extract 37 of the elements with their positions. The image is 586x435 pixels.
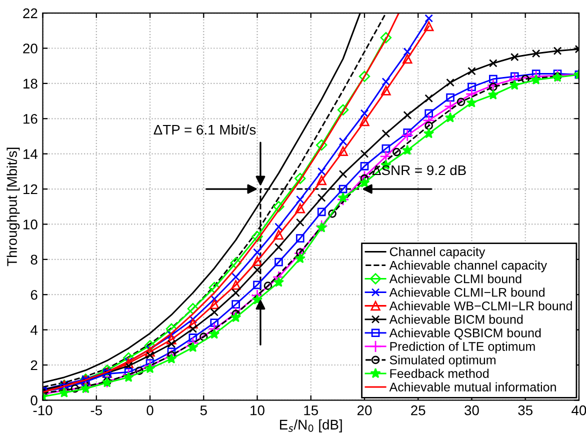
legend-label: Prediction of LTE optimum [390, 342, 535, 354]
x-tick-label: 40 [572, 405, 586, 416]
y-axis-title: Throughput [Mbit/s] [6, 148, 20, 266]
y-tick-label: 22 [23, 8, 38, 18]
y-tick-label: 2 [30, 360, 38, 370]
x-tick-label: -5 [90, 406, 102, 416]
y-tick-label: 14 [24, 149, 38, 159]
legend-label: Achievable mutual information [389, 382, 556, 392]
y-tick-label: 6 [30, 290, 38, 300]
x-tick-label: 20 [357, 405, 372, 416]
legend-label: Achievable channel capacity [389, 260, 548, 272]
x-axis-title: E$_{s}$/N$_{0}$ [dB] [280, 419, 342, 432]
y-tick-label: 0 [30, 396, 38, 406]
y-tick-label: 16 [24, 114, 38, 124]
x-tick-label: 0 [146, 405, 154, 416]
annotation: ΔTP = 6.1 Mbit/s [154, 124, 256, 135]
x-tick-label: -10 [33, 405, 52, 416]
x-tick-label: 10 [250, 405, 264, 416]
x-tick-label: 15 [304, 406, 318, 416]
legend-label: Achievable WB−CLMI−LR bound [389, 301, 572, 310]
legend-label: Achievable CLMI−LR bound [389, 288, 544, 297]
legend-label: Feedback method [390, 368, 489, 378]
y-tick-label: 10 [24, 220, 38, 230]
x-tick-label: 5 [200, 406, 207, 416]
x-tick-label: 30 [464, 405, 479, 416]
y-tick-label: 12 [24, 184, 38, 194]
legend-label: Achievable QSBICM bound [389, 328, 541, 340]
y-tick-label: 4 [30, 325, 38, 335]
y-tick-label: 20 [23, 44, 38, 54]
legend-label: Simulated optimum [390, 355, 496, 367]
y-tick-label: 8 [30, 254, 38, 265]
x-tick-label: 35 [518, 405, 532, 416]
x-tick-label: 25 [411, 405, 426, 416]
legend-label: Achievable BICM bound [389, 314, 523, 324]
legend-label: Achievable CLMI bound [389, 274, 522, 284]
y-tick-label: 18 [24, 78, 38, 89]
legend-label: Channel capacity [390, 247, 486, 259]
